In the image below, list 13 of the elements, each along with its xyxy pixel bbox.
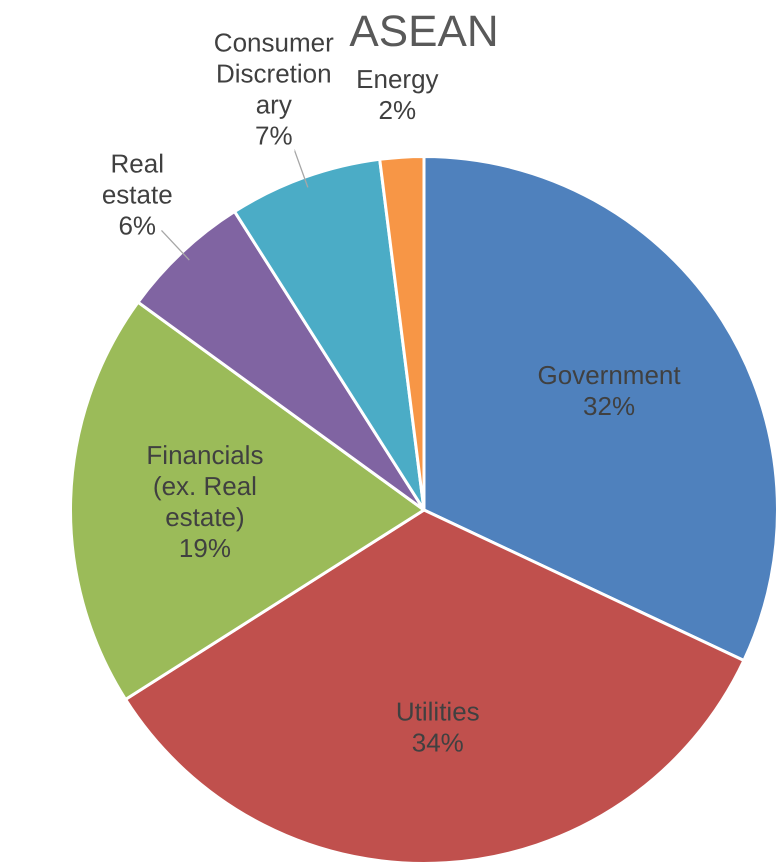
data-label: 19% — [178, 532, 231, 563]
slice-label: Utilities — [396, 696, 480, 726]
data-label: 7% — [254, 120, 293, 151]
slice-label: Real estate — [102, 148, 173, 210]
data-label: 2% — [378, 94, 416, 125]
data-label: 32% — [583, 391, 636, 422]
chart-title: ASEAN — [349, 7, 499, 56]
data-label: 6% — [118, 210, 156, 241]
slice-label: Energy — [356, 64, 439, 94]
slice-label: Financials (ex. Real estate) — [146, 440, 264, 532]
slice-label: Government — [538, 360, 682, 390]
slice-label: Consumer Discretionary — [214, 28, 334, 120]
data-label: 34% — [412, 727, 464, 758]
